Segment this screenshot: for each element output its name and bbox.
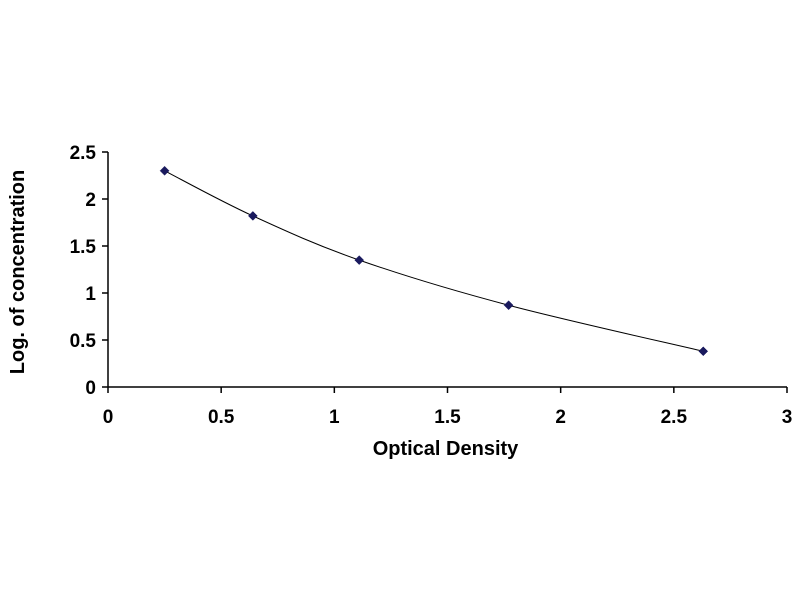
data-point-diamond bbox=[698, 346, 709, 357]
x-tick-label: 0 bbox=[103, 407, 114, 428]
data-point-diamond bbox=[503, 300, 514, 311]
y-axis-title: Log. of concentration bbox=[7, 170, 29, 374]
x-tick-label: 3 bbox=[782, 407, 793, 428]
data-point-diamond bbox=[247, 211, 258, 221]
data-point-diamond bbox=[354, 255, 365, 265]
y-tick-label: 0 bbox=[85, 378, 96, 399]
x-tick-label: 1 bbox=[329, 407, 340, 428]
x-axis-title: Optical Density bbox=[373, 438, 519, 460]
trend-curve bbox=[164, 170, 704, 352]
y-tick-label: 2.5 bbox=[70, 143, 97, 164]
y-tick-label: 0.5 bbox=[70, 331, 97, 352]
y-tick-label: 1 bbox=[85, 284, 96, 305]
x-ticks: 0 0.5 1 1.5 2 2.5 3 bbox=[103, 387, 793, 428]
x-tick-label: 1.5 bbox=[434, 407, 461, 428]
x-tick-label: 0.5 bbox=[208, 407, 235, 428]
axes bbox=[107, 152, 787, 388]
y-tick-label: 1.5 bbox=[70, 237, 97, 258]
x-tick-label: 2 bbox=[555, 407, 566, 428]
data-points bbox=[159, 165, 709, 357]
y-tick-label: 2 bbox=[85, 190, 96, 211]
y-ticks: 0 0.5 1 1.5 2 2.5 bbox=[70, 143, 108, 399]
x-tick-label: 2.5 bbox=[661, 407, 688, 428]
data-point-diamond bbox=[159, 165, 170, 176]
